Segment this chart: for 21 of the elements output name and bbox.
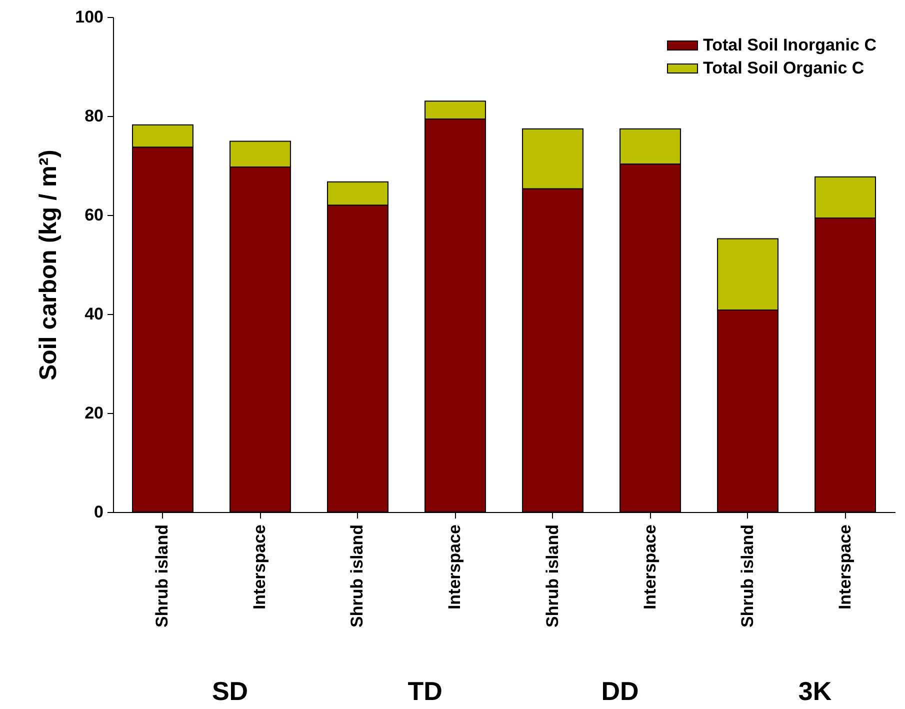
x-tick-label: Interspace <box>445 524 464 610</box>
y-tick-label: 80 <box>84 106 104 126</box>
y-tick-label: 60 <box>84 206 104 224</box>
x-tick-label: Shrub island <box>152 524 172 628</box>
y-tick-label: 0 <box>94 502 104 522</box>
text: SD <box>212 676 248 706</box>
text: TD <box>408 676 442 706</box>
legend-label: Total Soil Organic C <box>703 58 864 78</box>
y-tick-label: 40 <box>84 304 104 324</box>
x-tick-label: Interspace <box>250 524 270 610</box>
y-tick-label: 100 <box>75 8 104 26</box>
x-tick-label: Interspace <box>835 524 854 610</box>
legend-label: Total Soil Inorganic C <box>703 36 876 54</box>
x-tick-label: Interspace <box>640 524 660 610</box>
text: 3K <box>798 676 832 706</box>
y-axis-title: Soil carbon (kg / m²) <box>35 150 62 380</box>
text: DD <box>601 676 639 706</box>
y-tick-label: 20 <box>84 404 104 422</box>
x-tick-label: Shrub island <box>542 524 562 628</box>
x-tick-label: Shrub island <box>738 524 757 628</box>
x-tick-label: Shrub island <box>348 524 367 628</box>
